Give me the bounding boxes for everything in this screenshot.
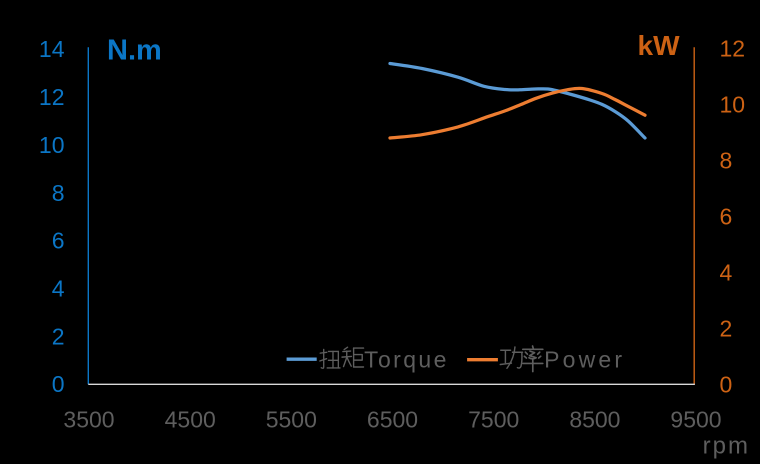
- svg-text:4: 4: [720, 259, 733, 285]
- svg-text:6: 6: [52, 228, 65, 254]
- svg-text:2: 2: [52, 323, 65, 349]
- svg-text:4500: 4500: [165, 407, 216, 433]
- svg-text:Power: Power: [544, 347, 625, 373]
- svg-text:12: 12: [39, 84, 65, 110]
- svg-text:12: 12: [720, 35, 746, 61]
- svg-text:0: 0: [720, 371, 733, 397]
- svg-text:kW: kW: [638, 30, 681, 61]
- svg-text:14: 14: [39, 36, 65, 62]
- svg-text:2: 2: [720, 315, 733, 341]
- svg-text:7500: 7500: [468, 407, 519, 433]
- svg-text:10: 10: [39, 132, 65, 158]
- svg-text:4: 4: [52, 276, 65, 302]
- svg-text:10: 10: [720, 91, 746, 117]
- svg-text:6500: 6500: [367, 407, 418, 433]
- svg-text:rpm: rpm: [703, 433, 750, 460]
- svg-text:9500: 9500: [670, 407, 721, 433]
- svg-text:N.m: N.m: [107, 35, 162, 67]
- svg-text:8: 8: [720, 147, 733, 173]
- svg-text:0: 0: [52, 371, 65, 397]
- svg-text:3500: 3500: [63, 407, 114, 433]
- svg-text:8: 8: [52, 180, 65, 206]
- svg-text:5500: 5500: [266, 407, 317, 433]
- svg-text:8500: 8500: [569, 407, 620, 433]
- svg-text:6: 6: [720, 203, 733, 229]
- svg-text:Torque: Torque: [364, 347, 449, 373]
